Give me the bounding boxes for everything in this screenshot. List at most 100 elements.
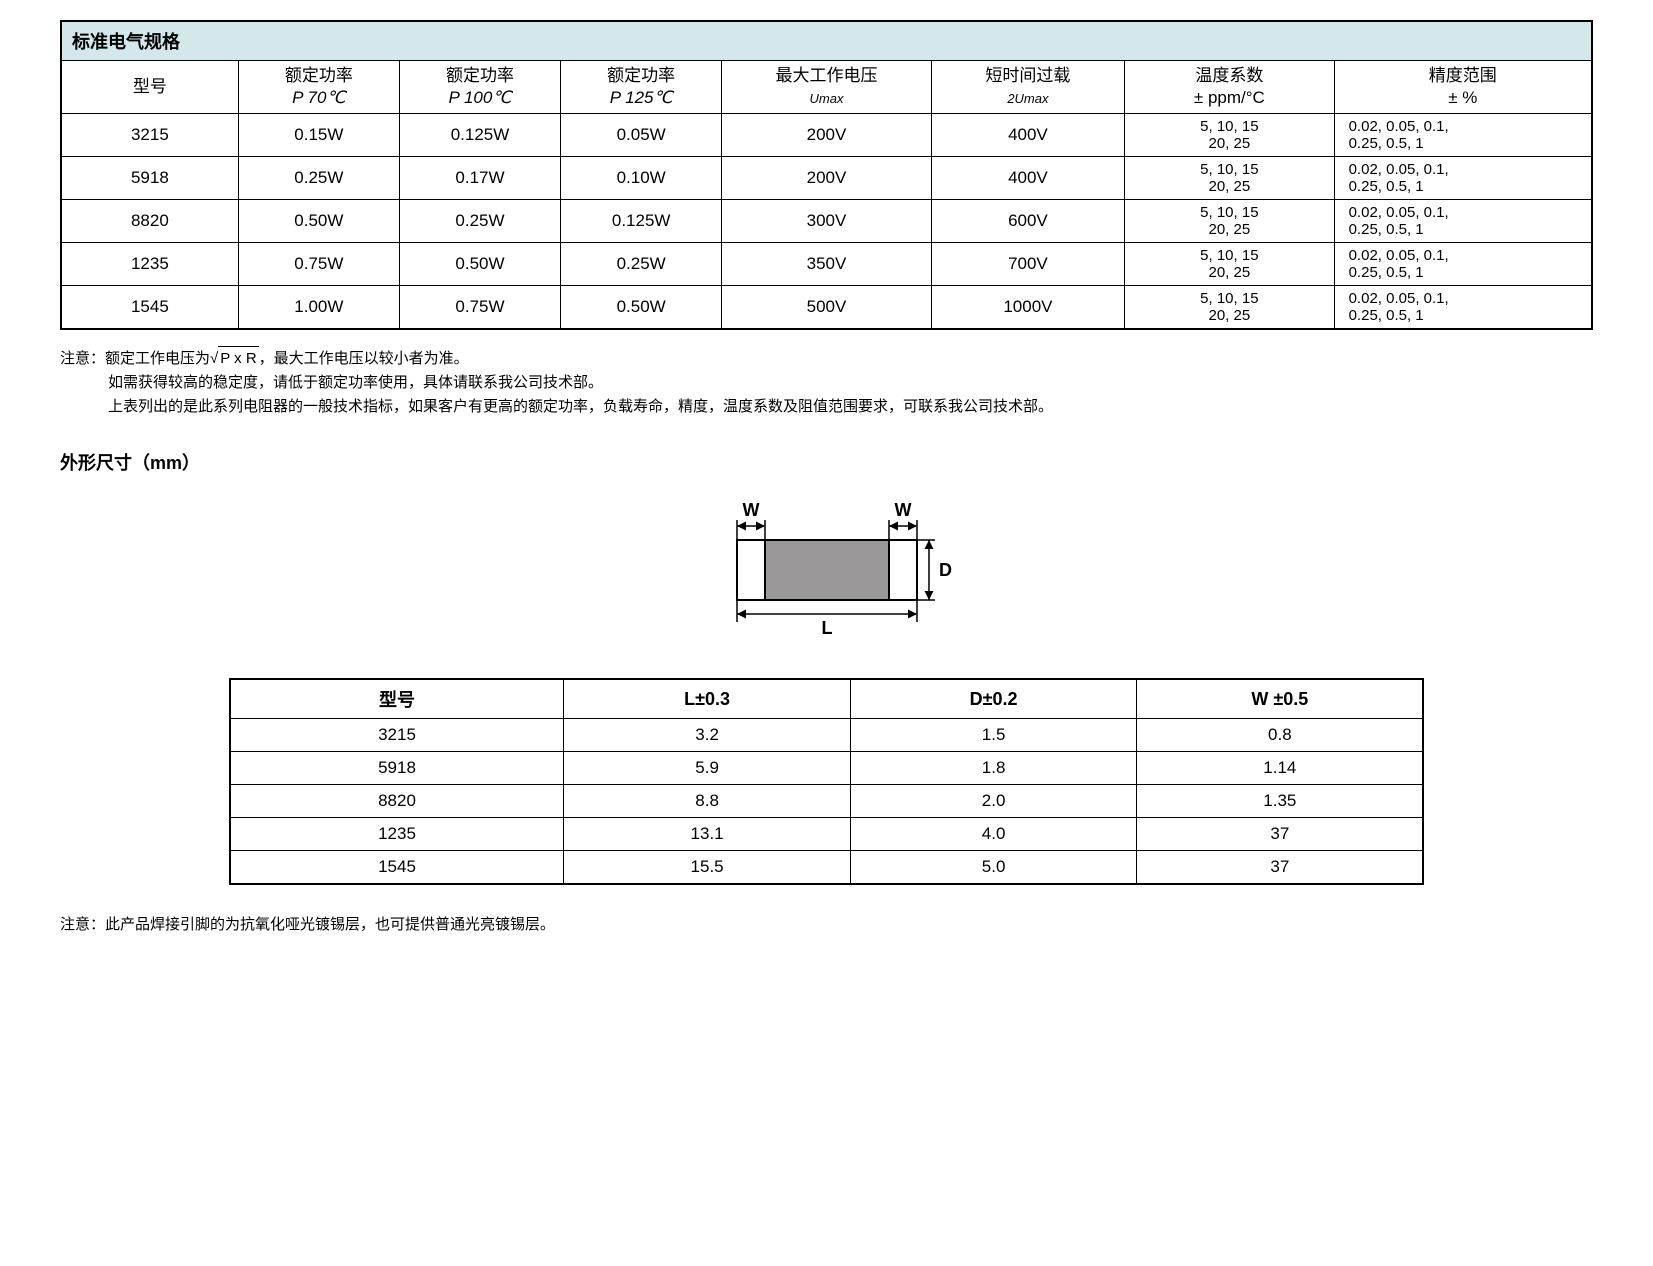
col-umax: 最大工作电压 (775, 66, 877, 85)
col-p125: 额定功率 (607, 66, 675, 85)
dim-col-L: L±0.3 (564, 679, 850, 719)
dimension-table: 型号 L±0.3 D±0.2 W ±0.5 32153.21.50.859185… (229, 678, 1425, 885)
table-cell: 350V (722, 243, 931, 286)
table-cell: 0.25W (238, 157, 399, 200)
table-cell: 0.02, 0.05, 0.1,0.25, 0.5, 1 (1334, 243, 1592, 286)
table-cell: 1.35 (1137, 785, 1424, 818)
table-cell: 5, 10, 1520, 25 (1125, 114, 1334, 157)
dimension-diagram: WWDL (60, 495, 1593, 650)
col-p100-sub: P 100℃ (449, 88, 512, 107)
table-cell: 0.17W (399, 157, 560, 200)
table-cell: 1000V (931, 286, 1124, 330)
sqrt-content: P x R (218, 346, 258, 371)
table-cell: 0.02, 0.05, 0.1,0.25, 0.5, 1 (1334, 157, 1592, 200)
foot-prefix: 注意： (60, 916, 105, 933)
foot-text: 此产品焊接引脚的为抗氧化哑光镀锡层，也可提供普通光亮镀锡层。 (105, 916, 555, 933)
table-cell: 0.02, 0.05, 0.1,0.25, 0.5, 1 (1334, 114, 1592, 157)
table-cell: 200V (722, 114, 931, 157)
svg-text:D: D (939, 560, 952, 580)
note-prefix: 注意： (60, 350, 105, 367)
table-cell: 400V (931, 157, 1124, 200)
col-tol-sub: ± % (1448, 88, 1477, 107)
table-cell: 5, 10, 1520, 25 (1125, 157, 1334, 200)
table-cell: 13.1 (564, 818, 850, 851)
table-row: 154515.55.037 (230, 851, 1424, 885)
table-cell: 8.8 (564, 785, 850, 818)
dim-header-row: 型号 L±0.3 D±0.2 W ±0.5 (230, 679, 1424, 719)
table-cell: 0.02, 0.05, 0.1,0.25, 0.5, 1 (1334, 286, 1592, 330)
table-cell: 1545 (230, 851, 564, 885)
svg-text:L: L (821, 618, 832, 638)
note2: 如需获得较高的稳定度，请低于额定功率使用，具体请联系我公司技术部。 (108, 374, 603, 391)
table-cell: 5, 10, 1520, 25 (1125, 200, 1334, 243)
table-cell: 0.125W (399, 114, 560, 157)
foot-note: 注意：此产品焊接引脚的为抗氧化哑光镀锡层，也可提供普通光亮镀锡层。 (60, 913, 1593, 934)
dim-col-D: D±0.2 (850, 679, 1136, 719)
dim-col-W: W ±0.5 (1137, 679, 1424, 719)
table-cell: 8820 (230, 785, 564, 818)
table-row: 88208.82.01.35 (230, 785, 1424, 818)
col-tcr-sub: ± ppm/°C (1194, 88, 1265, 107)
table-cell: 0.25W (561, 243, 722, 286)
table-row: 32150.15W0.125W0.05W200V400V5, 10, 1520,… (61, 114, 1592, 157)
svg-text:W: W (894, 500, 911, 520)
note1b: ，最大工作电压以较小者为准。 (259, 350, 469, 367)
col-p70-sub: P 70℃ (292, 88, 345, 107)
table-cell: 5, 10, 1520, 25 (1125, 243, 1334, 286)
table-cell: 5918 (230, 752, 564, 785)
table-cell: 1.14 (1137, 752, 1424, 785)
table-cell: 0.50W (561, 286, 722, 330)
table-cell: 0.75W (238, 243, 399, 286)
table-cell: 8820 (61, 200, 238, 243)
table-cell: 3215 (230, 719, 564, 752)
table-cell: 5918 (61, 157, 238, 200)
table-cell: 0.25W (399, 200, 560, 243)
table-row: 59185.91.81.14 (230, 752, 1424, 785)
table-cell: 0.02, 0.05, 0.1,0.25, 0.5, 1 (1334, 200, 1592, 243)
table-cell: 1545 (61, 286, 238, 330)
table-cell: 3215 (61, 114, 238, 157)
table-cell: 2.0 (850, 785, 1136, 818)
table-cell: 4.0 (850, 818, 1136, 851)
table-row: 32153.21.50.8 (230, 719, 1424, 752)
col-umax-sub: Umax (810, 91, 844, 106)
spec-table-title: 标准电气规格 (61, 21, 1592, 61)
table-row: 88200.50W0.25W0.125W300V600V5, 10, 1520,… (61, 200, 1592, 243)
table-cell: 0.125W (561, 200, 722, 243)
resistor-diagram-svg: WWDL (697, 495, 957, 645)
table-cell: 200V (722, 157, 931, 200)
table-cell: 1.8 (850, 752, 1136, 785)
col-model: 型号 (133, 77, 167, 96)
table-cell: 1.5 (850, 719, 1136, 752)
table-cell: 0.50W (238, 200, 399, 243)
table-cell: 1235 (61, 243, 238, 286)
dim-section-title: 外形尺寸（mm） (60, 449, 1593, 475)
col-p125-sub: P 125℃ (610, 88, 673, 107)
table-cell: 0.8 (1137, 719, 1424, 752)
table-cell: 0.05W (561, 114, 722, 157)
spec-table: 标准电气规格 型号 额定功率 P 70℃ 额定功率 P 100℃ 额定功率 P 125… (60, 20, 1593, 330)
table-cell: 0.75W (399, 286, 560, 330)
table-cell: 500V (722, 286, 931, 330)
dim-col-model: 型号 (230, 679, 564, 719)
col-tol: 精度范围 (1429, 66, 1497, 85)
table-cell: 3.2 (564, 719, 850, 752)
table-row: 12350.75W0.50W0.25W350V700V5, 10, 1520, … (61, 243, 1592, 286)
table-cell: 5.9 (564, 752, 850, 785)
table-cell: 1235 (230, 818, 564, 851)
spec-notes: 注意：额定工作电压为√P x R，最大工作电压以较小者为准。 如需获得较高的稳定… (60, 346, 1593, 419)
table-cell: 1.00W (238, 286, 399, 330)
spec-table-title-row: 标准电气规格 (61, 21, 1592, 61)
table-cell: 0.50W (399, 243, 560, 286)
table-cell: 600V (931, 200, 1124, 243)
col-p100: 额定功率 (446, 66, 514, 85)
table-cell: 700V (931, 243, 1124, 286)
table-row: 59180.25W0.17W0.10W200V400V5, 10, 1520, … (61, 157, 1592, 200)
sqrt-sign: √ (210, 350, 218, 367)
note3: 上表列出的是此系列电阻器的一般技术指标，如果客户有更高的额定功率，负载寿命，精度… (108, 398, 1053, 415)
spec-header-row: 型号 额定功率 P 70℃ 额定功率 P 100℃ 额定功率 P 125℃ 最大工作电… (61, 61, 1592, 114)
table-cell: 37 (1137, 851, 1424, 885)
col-overload-sub: 2Umax (1007, 91, 1048, 106)
table-cell: 300V (722, 200, 931, 243)
col-p70: 额定功率 (285, 66, 353, 85)
